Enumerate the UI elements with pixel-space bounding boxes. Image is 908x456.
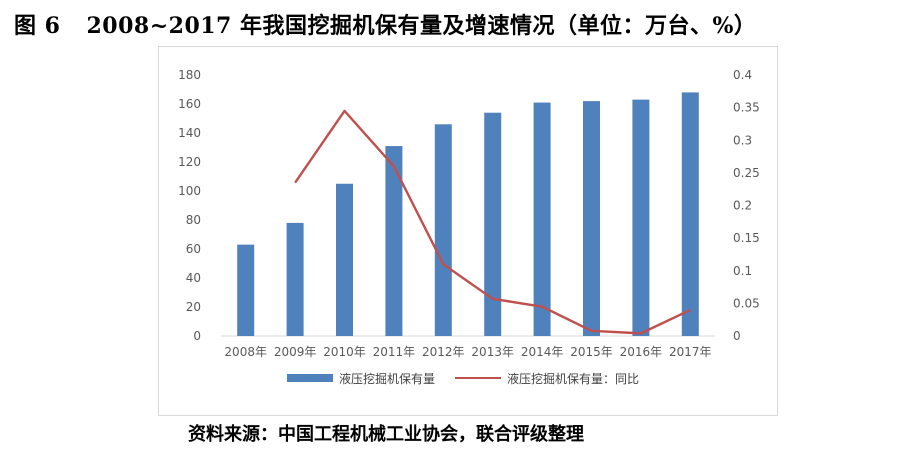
line-series (294, 109, 691, 335)
legend-label-line: 液压挖掘机保有量：同比 (507, 371, 639, 386)
chart-area: 0 20 40 60 80 100 120 140 160 180 0 0.05 0.1 0.15 0.2… (158, 46, 778, 416)
y-right-tick-label: 0.15 (733, 231, 760, 245)
y-right-tick-label: 0 (733, 329, 741, 343)
figure-title: 图 6 2008~2017 年我国挖掘机保有量及增速情况（单位：万台、%） (14, 8, 756, 40)
figure-number: 图 6 (14, 13, 61, 39)
bar (286, 222, 304, 336)
y-right-tick-label: 0.05 (733, 296, 760, 310)
x-axis: 2008年 2009年 2010年 2011年 2012年 2013年 2014年 2015年… (224, 345, 711, 359)
source-note: 资料来源：中国工程机械工业协会，联合评级整理 (188, 424, 584, 445)
figure-title-text: 2008~2017 年我国挖掘机保有量及增速情况（单位：万台、%） (86, 13, 757, 39)
x-tick-label: 2014年 (521, 345, 564, 359)
y-left-tick-label: 140 (178, 126, 201, 140)
legend: 液压挖掘机保有量 液压挖掘机保有量：同比 (287, 371, 639, 386)
legend-label-bar: 液压挖掘机保有量 (339, 371, 435, 386)
right-axis: 0 0.05 0.1 0.15 0.2 0.25 0.3 0.35 0.4 (733, 68, 760, 343)
bar (237, 244, 255, 336)
bar (583, 101, 600, 336)
y-left-tick-label: 80 (186, 213, 201, 227)
bar (681, 92, 699, 337)
y-left-tick-label: 40 (186, 271, 201, 285)
bar (484, 112, 502, 336)
x-tick-label: 2013年 (471, 345, 514, 359)
y-left-tick-label: 0 (193, 329, 201, 343)
bar (533, 102, 551, 336)
bar (336, 183, 353, 336)
x-tick-label: 2016年 (620, 345, 663, 359)
bar (385, 146, 403, 336)
y-right-tick-label: 0.25 (733, 166, 760, 180)
x-tick-label: 2011年 (373, 345, 416, 359)
combo-chart: 0 20 40 60 80 100 120 140 160 180 0 0.05 0.1 0.15 0.2… (178, 68, 760, 386)
y-left-tick-label: 60 (186, 242, 201, 256)
x-tick-label: 2008年 (224, 345, 267, 359)
x-tick-label: 2017年 (669, 345, 712, 359)
y-right-tick-label: 0.2 (733, 199, 752, 213)
yoy-growth-line (294, 109, 691, 335)
y-left-tick-label: 120 (178, 155, 201, 169)
y-left-tick-label: 20 (186, 300, 201, 314)
y-right-tick-label: 0.3 (733, 133, 752, 147)
bar-series (237, 92, 699, 337)
legend-swatch-bar (287, 374, 333, 382)
x-tick-label: 2015年 (570, 345, 613, 359)
x-tick-label: 2009年 (274, 345, 317, 359)
y-left-tick-label: 180 (178, 68, 201, 82)
y-left-tick-label: 100 (178, 184, 201, 198)
left-axis: 0 20 40 60 80 100 120 140 160 180 (178, 68, 201, 343)
y-right-tick-label: 0.4 (733, 68, 752, 82)
x-tick-label: 2012年 (422, 345, 465, 359)
x-tick-label: 2010年 (323, 345, 366, 359)
bar (632, 99, 650, 337)
y-right-tick-label: 0.35 (733, 101, 760, 115)
y-right-tick-label: 0.1 (733, 264, 752, 278)
bar (434, 124, 452, 336)
y-left-tick-label: 160 (178, 97, 201, 111)
